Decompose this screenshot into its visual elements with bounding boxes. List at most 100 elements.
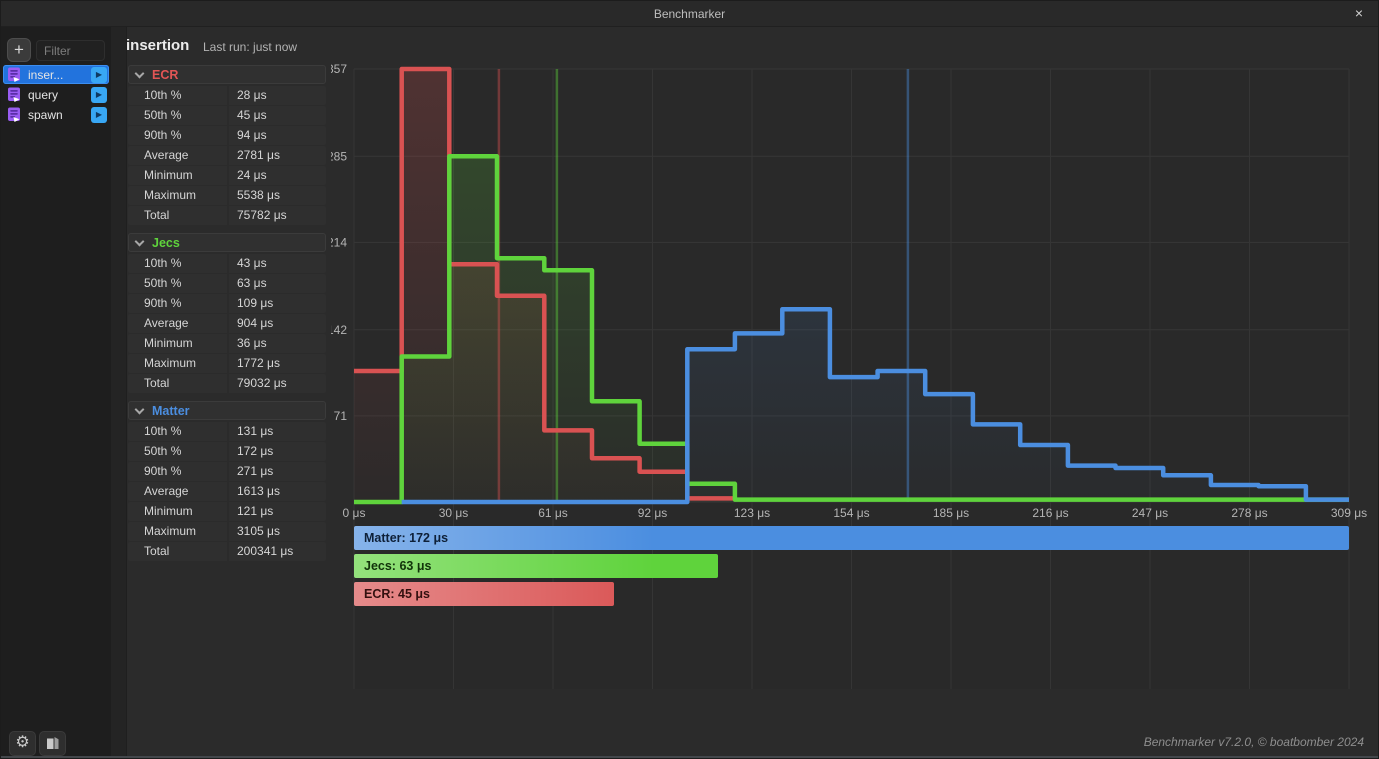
stat-value: 43 μs	[229, 254, 326, 273]
stat-label: Total	[128, 542, 227, 561]
stat-label: 50th %	[128, 106, 227, 125]
stat-value: 172 μs	[229, 442, 326, 461]
benchmark-list: inser... ▶ query ▶ spawn ▶	[3, 65, 109, 125]
title-bar: Benchmarker ×	[1, 1, 1378, 27]
stat-label: 10th %	[128, 254, 227, 273]
add-benchmark-button[interactable]: +	[7, 38, 31, 62]
svg-text:30 μs: 30 μs	[439, 506, 469, 520]
stat-label: Maximum	[128, 186, 227, 205]
stat-value: 45 μs	[229, 106, 326, 125]
legend-bar-jecs: Jecs: 63 μs	[354, 554, 719, 578]
svg-text:216 μs: 216 μs	[1032, 506, 1068, 520]
stat-row: 90th % 271 μs	[128, 462, 326, 481]
stat-value: 904 μs	[229, 314, 326, 333]
stat-label: Maximum	[128, 354, 227, 373]
stat-row: Total 75782 μs	[128, 206, 326, 225]
stat-value: 63 μs	[229, 274, 326, 293]
stat-value: 271 μs	[229, 462, 326, 481]
stat-value: 75782 μs	[229, 206, 326, 225]
legend-bars: Matter: 172 μs Jecs: 63 μs ECR: 45 μs	[354, 526, 1349, 610]
gear-icon: ⚙	[15, 734, 30, 751]
histogram-chart: 71 142 214 285 357 0 μs 30 μs 61 μs 92 μs 123 μs 1…	[327, 59, 1376, 699]
stat-value: 94 μs	[229, 126, 326, 145]
script-icon	[8, 67, 20, 82]
stat-row: 90th % 109 μs	[128, 294, 326, 313]
run-benchmark-button[interactable]: ▶	[91, 106, 107, 123]
stat-row: 90th % 94 μs	[128, 126, 326, 145]
sidebar-item-query[interactable]: query ▶	[3, 85, 109, 104]
stat-label: Average	[128, 314, 227, 333]
svg-text:92 μs: 92 μs	[638, 506, 668, 520]
stat-label: Total	[128, 374, 227, 393]
svg-text:285: 285	[331, 149, 347, 163]
script-icon	[8, 87, 20, 102]
stat-row: Average 904 μs	[128, 314, 326, 333]
stat-label: Minimum	[128, 502, 227, 521]
stat-row: Minimum 24 μs	[128, 166, 326, 185]
settings-button[interactable]: ⚙	[9, 731, 36, 756]
stat-value: 24 μs	[229, 166, 326, 185]
section-title: Jecs	[152, 235, 180, 250]
svg-text:154 μs: 154 μs	[833, 506, 869, 520]
stat-value: 3105 μs	[229, 522, 326, 541]
svg-text:71: 71	[334, 409, 348, 423]
stat-value: 1613 μs	[229, 482, 326, 501]
run-benchmark-button[interactable]: ▶	[91, 86, 107, 103]
stat-value: 2781 μs	[229, 146, 326, 165]
sidebar-item-label: spawn	[28, 107, 63, 122]
stat-label: 10th %	[128, 422, 227, 441]
last-run-status: Last run: just now	[203, 40, 298, 54]
chevron-down-icon	[134, 236, 145, 246]
stat-label: Average	[128, 146, 227, 165]
stat-value: 109 μs	[229, 294, 326, 313]
sidebar-splitter[interactable]	[111, 27, 127, 758]
legend-bar-matter: Matter: 172 μs	[354, 526, 1349, 550]
stats-panel: ECR 10th % 28 μs 50th % 45 μs 90th % 94 μs Aver…	[128, 65, 326, 569]
stat-label: 90th %	[128, 462, 227, 481]
stat-value: 121 μs	[229, 502, 326, 521]
section-header-ecr[interactable]: ECR	[128, 65, 326, 84]
stat-label: Minimum	[128, 334, 227, 353]
section-header-matter[interactable]: Matter	[128, 401, 326, 420]
stat-row: 50th % 63 μs	[128, 274, 326, 293]
stats-section-jecs: Jecs 10th % 43 μs 50th % 63 μs 90th % 109 μs Av…	[128, 233, 326, 393]
stat-row: Average 2781 μs	[128, 146, 326, 165]
stat-value: 28 μs	[229, 86, 326, 105]
stat-row: Total 79032 μs	[128, 374, 326, 393]
stat-row: 10th % 131 μs	[128, 422, 326, 441]
page-title: insertion	[126, 37, 190, 54]
filter-input[interactable]	[36, 40, 105, 61]
sidebar-item-label: inser...	[28, 67, 64, 82]
stat-row: Minimum 36 μs	[128, 334, 326, 353]
stat-row: Maximum 5538 μs	[128, 186, 326, 205]
run-benchmark-button[interactable]: ▶	[91, 66, 107, 83]
stats-section-matter: Matter 10th % 131 μs 50th % 172 μs 90th % 271 …	[128, 401, 326, 561]
svg-text:278 μs: 278 μs	[1231, 506, 1267, 520]
window-bottom-edge	[1, 756, 1378, 758]
stat-value: 131 μs	[229, 422, 326, 441]
chevron-down-icon	[134, 68, 145, 78]
sidebar-item-inser[interactable]: inser... ▶	[3, 65, 109, 84]
sidebar-item-spawn[interactable]: spawn ▶	[3, 105, 109, 124]
section-header-jecs[interactable]: Jecs	[128, 233, 326, 252]
svg-text:214: 214	[331, 235, 347, 249]
section-title: Matter	[152, 403, 190, 418]
stat-row: Total 200341 μs	[128, 542, 326, 561]
svg-text:357: 357	[331, 62, 347, 76]
svg-text:0 μs: 0 μs	[343, 506, 366, 520]
stat-label: 90th %	[128, 126, 227, 145]
close-icon[interactable]: ×	[1354, 5, 1364, 21]
stat-value: 1772 μs	[229, 354, 326, 373]
chevron-down-icon	[134, 404, 145, 414]
legend-bar-ecr: ECR: 45 μs	[354, 582, 615, 606]
sidebar-item-label: query	[28, 87, 59, 102]
book-icon	[47, 737, 59, 749]
stat-row: 10th % 43 μs	[128, 254, 326, 273]
credit-text: Benchmarker v7.2.0, © boatbomber 2024	[1143, 735, 1364, 749]
stat-label: Minimum	[128, 166, 227, 185]
stat-row: Minimum 121 μs	[128, 502, 326, 521]
svg-text:185 μs: 185 μs	[933, 506, 969, 520]
docs-button[interactable]	[39, 731, 66, 756]
stat-row: Maximum 3105 μs	[128, 522, 326, 541]
stat-label: 50th %	[128, 274, 227, 293]
